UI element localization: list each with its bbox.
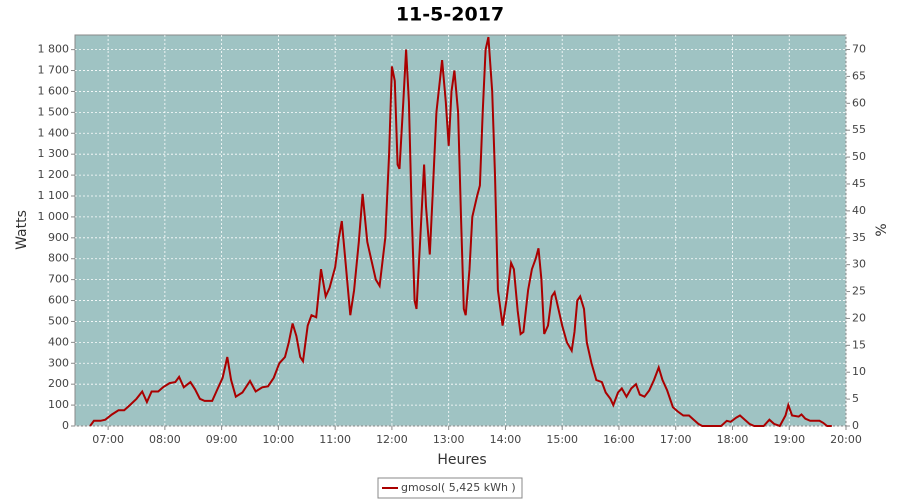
x-tick-label: 10:00	[263, 433, 295, 446]
y-axis-label: Watts	[14, 210, 30, 250]
y-tick-label: 1 600	[38, 84, 70, 97]
y-tick-label: 1 300	[38, 147, 70, 160]
y-tick-label: 1 800	[38, 43, 70, 56]
x-tick-label: 19:00	[773, 433, 805, 446]
y2-tick-label: 20	[852, 311, 866, 324]
y2-tick-label: 15	[852, 338, 866, 351]
y2-tick-label: 25	[852, 285, 866, 298]
y-tick-label: 100	[48, 398, 69, 411]
y-tick-label: 200	[48, 377, 69, 390]
y-tick-label: 1 200	[38, 168, 70, 181]
y-tick-label: 1 500	[38, 105, 70, 118]
x-tick-label: 08:00	[149, 433, 181, 446]
y2-tick-label: 5	[852, 392, 859, 405]
y-tick-label: 600	[48, 294, 69, 307]
y2-tick-label: 30	[852, 258, 866, 271]
x-tick-label: 12:00	[376, 433, 408, 446]
y-tick-label: 1 100	[38, 189, 70, 202]
x-axis-label: Heures	[437, 452, 486, 468]
x-tick-label: 13:00	[433, 433, 465, 446]
y-tick-label: 1 000	[38, 210, 70, 223]
x-tick-label: 16:00	[603, 433, 635, 446]
y2-tick-label: 70	[852, 43, 866, 56]
x-tick-label: 11:00	[319, 433, 351, 446]
y2-tick-label: 50	[852, 150, 866, 163]
y2-tick-label: 55	[852, 123, 866, 136]
y2-tick-label: 40	[852, 204, 866, 217]
x-tick-label: 20:00	[830, 433, 862, 446]
y-tick-label: 800	[48, 252, 69, 265]
y2-tick-label: 0	[852, 419, 859, 432]
x-tick-label: 07:00	[92, 433, 124, 446]
x-tick-label: 18:00	[717, 433, 749, 446]
legend-box	[377, 477, 523, 499]
y-tick-label: 500	[48, 314, 69, 327]
y-tick-label: 0	[62, 419, 69, 432]
y2-tick-label: 65	[852, 69, 866, 82]
y2-tick-label: 60	[852, 96, 866, 109]
y2-tick-label: 35	[852, 231, 866, 244]
legend-label: gmosol( 5,425 kWh )	[401, 481, 516, 494]
x-tick-label: 15:00	[546, 433, 578, 446]
y-tick-label: 900	[48, 231, 69, 244]
y-tick-label: 700	[48, 273, 69, 286]
y2-tick-label: 45	[852, 177, 866, 190]
y-tick-label: 300	[48, 356, 69, 369]
x-tick-label: 14:00	[490, 433, 522, 446]
y2-tick-label: 10	[852, 365, 866, 378]
y-tick-label: 1 700	[38, 64, 70, 77]
x-tick-label: 17:00	[660, 433, 692, 446]
data-line	[89, 36, 832, 428]
y-tick-label: 400	[48, 335, 69, 348]
x-tick-label: 09:00	[206, 433, 238, 446]
y-tick-label: 1 400	[38, 126, 70, 139]
chart-title: 11-5-2017	[396, 4, 504, 26]
y2-axis-label: %	[874, 223, 890, 236]
